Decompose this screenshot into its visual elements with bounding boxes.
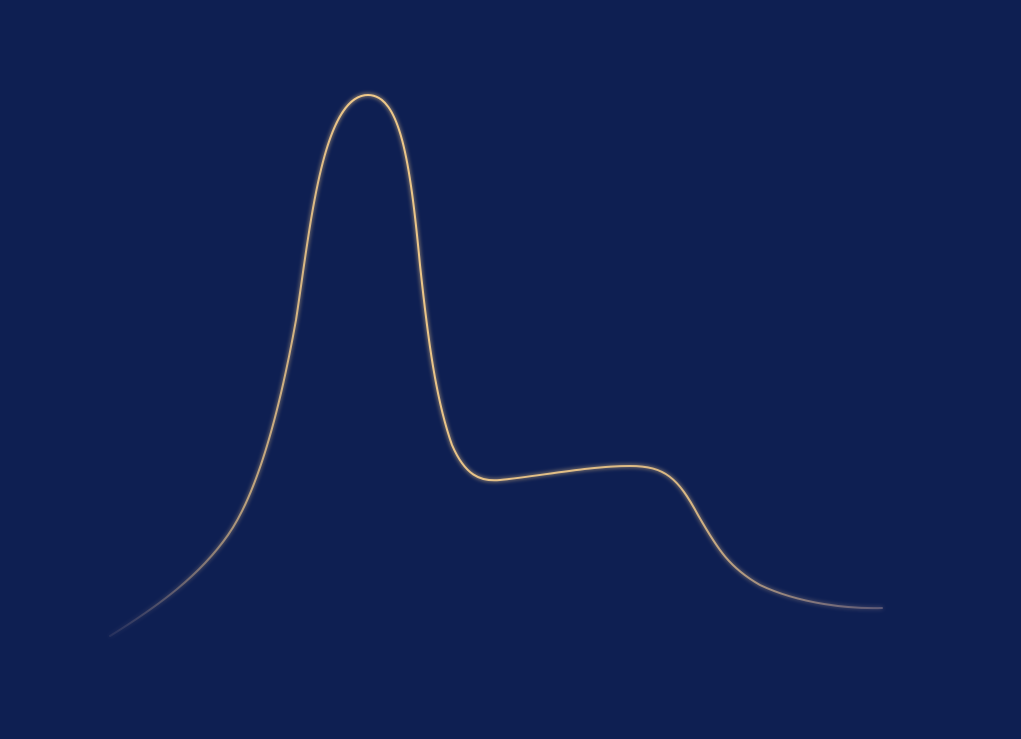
distribution-curve — [109, 93, 883, 637]
peak-fill — [268, 95, 478, 480]
